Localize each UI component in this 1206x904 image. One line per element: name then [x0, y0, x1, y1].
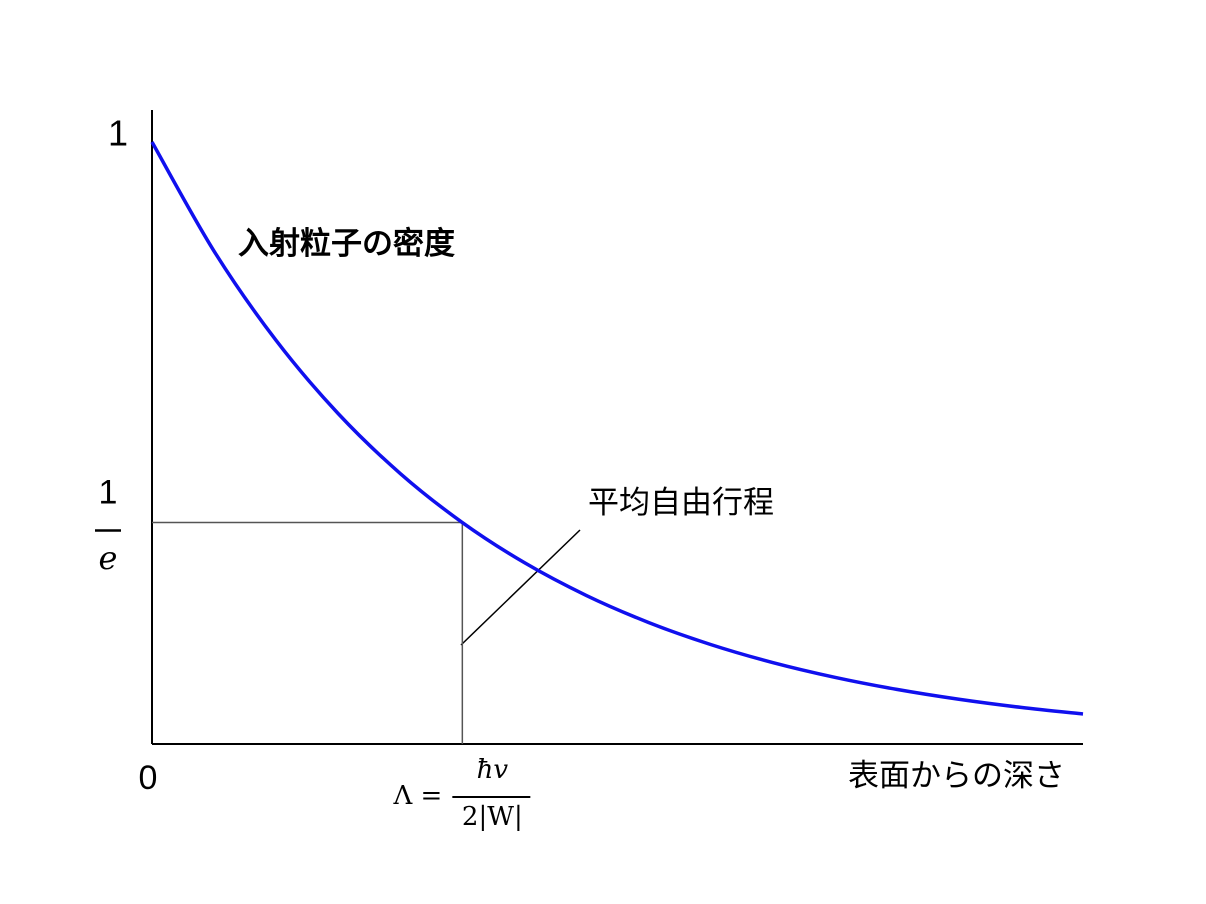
x-tick-prefix: Λ = — [393, 781, 443, 811]
legend-label: 入射粒子の密度 — [238, 226, 455, 261]
line — [150, 141, 1084, 716]
x-axis-label: 表面からの深さ — [848, 758, 1065, 793]
annotation: 平均自由行程 — [588, 485, 774, 520]
x-tick-denominator: 2|W| — [462, 802, 523, 832]
x-tick-numerator: ħv — [477, 755, 509, 785]
x-tick-label: 0 — [139, 759, 158, 797]
annotation-leader — [460, 529, 581, 646]
y-tick-numerator: 1 — [99, 474, 118, 512]
y-tick-label: 1 — [108, 113, 128, 154]
y-tick-denominator: e — [99, 539, 118, 577]
